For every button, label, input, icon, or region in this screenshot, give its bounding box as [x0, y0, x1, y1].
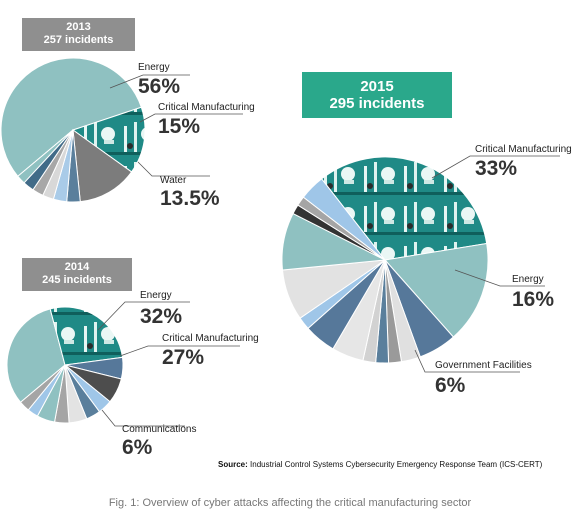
slice-label: Energy	[138, 62, 170, 73]
leader-line	[109, 74, 190, 89]
source-text: Industrial Control Systems Cybersecurity…	[250, 460, 543, 469]
slice-label: Energy	[140, 290, 172, 301]
banner-year: 2014	[64, 261, 90, 273]
slice-percent: 56%	[138, 75, 180, 98]
leader-line	[101, 409, 185, 427]
slice-label: Energy	[512, 274, 544, 285]
slice-label: Water	[160, 175, 187, 186]
slice-percent: 6%	[122, 436, 153, 459]
slice-percent: 32%	[140, 305, 182, 328]
banner-year: 2015	[360, 78, 394, 95]
source-note: Source: Industrial Control Systems Cyber…	[218, 460, 570, 469]
pie-slice	[71, 106, 146, 173]
pie-slice	[6, 308, 66, 403]
slice-label: Critical Manufacturing	[158, 102, 255, 113]
pie-slice	[384, 242, 489, 338]
leader-line	[431, 155, 560, 179]
leader-line	[119, 345, 240, 357]
banner-year: 2013	[66, 21, 91, 33]
banner-2015: 2015 295 incidents	[302, 72, 452, 118]
slice-percent: 16%	[512, 288, 554, 311]
pie-slice	[17, 129, 74, 184]
banner-2013: 2013 257 incidents	[22, 18, 135, 51]
leader-line	[139, 113, 243, 123]
banner-2014: 2014 245 incidents	[22, 258, 132, 291]
slice-label: Government Facilities	[435, 360, 532, 371]
pie-slice	[0, 57, 142, 177]
slice-percent: 27%	[162, 346, 204, 369]
pie-slice	[19, 364, 66, 411]
pie-slice	[320, 156, 488, 261]
slice-label: Communications	[122, 424, 196, 435]
slice-label: Critical Manufacturing	[162, 333, 259, 344]
pie-slice	[49, 306, 124, 366]
slice-percent: 13.5%	[160, 187, 220, 210]
figure-caption: Fig. 1: Overview of cyber attacks affect…	[108, 497, 472, 509]
leader-line	[137, 161, 210, 177]
slice-percent: 15%	[158, 115, 200, 138]
source-label: Source:	[218, 460, 248, 469]
banner-incidents: 245 incidents	[42, 273, 112, 286]
slice-label: Critical Manufacturing	[475, 144, 572, 155]
leader-line	[97, 301, 190, 331]
pie-slice	[302, 178, 386, 261]
slice-percent: 33%	[475, 157, 517, 180]
pie-slice	[72, 128, 133, 203]
leader-line	[454, 269, 545, 287]
leader-line	[414, 349, 520, 373]
banner-incidents: 295 incidents	[329, 95, 425, 113]
banner-incidents: 257 incidents	[43, 33, 114, 46]
slice-percent: 6%	[435, 374, 466, 397]
